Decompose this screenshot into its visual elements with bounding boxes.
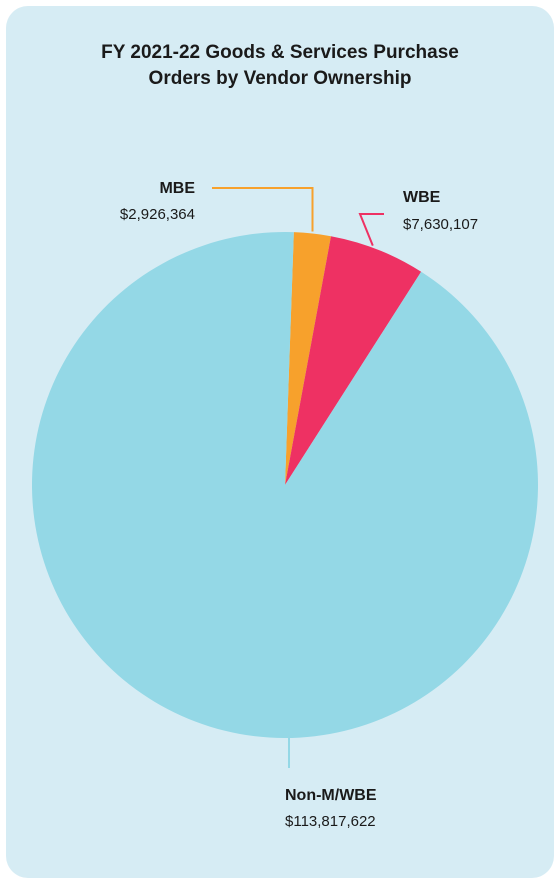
chart-title-line-2: Orders by Vendor Ownership [148, 68, 412, 89]
label-wbe-name: WBE [403, 189, 441, 206]
chart-title-line-1: FY 2021-22 Goods & Services Purchase [101, 42, 459, 63]
slice-wbe [285, 236, 422, 485]
label-wbe-value: $7,630,107 [403, 216, 478, 233]
slice-nonmwbe [31, 231, 538, 738]
leader-line-wbe [358, 213, 384, 246]
label-nonmwbe-name: Non-M/WBE [285, 787, 377, 804]
chart-title: FY 2021-22 Goods & Services Purchase Ord… [0, 40, 560, 92]
pie-slices [31, 231, 538, 738]
slice-mbe [285, 232, 331, 485]
label-mbe-name: MBE [159, 180, 195, 197]
leader-lines [212, 187, 384, 768]
label-nonmwbe-value: $113,817,622 [285, 813, 376, 830]
label-mbe-value: $2,926,364 [120, 206, 195, 223]
leader-line-mbe [212, 187, 314, 232]
